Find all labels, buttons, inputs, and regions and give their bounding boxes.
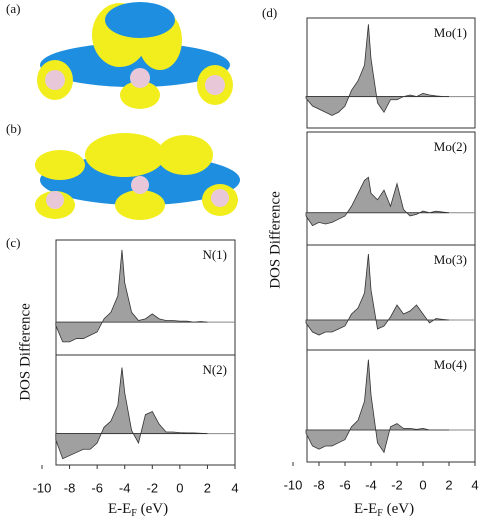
x-tick-label: 4	[231, 480, 238, 495]
x-tick-label: -8	[313, 477, 325, 492]
x-tick-label: 0	[419, 477, 426, 492]
charge-density-b	[35, 133, 240, 220]
dos-area	[56, 250, 208, 342]
y-axis-label: DOS Difference	[267, 191, 283, 289]
x-tick-label: -10	[33, 480, 52, 495]
x-tick-label: -10	[284, 477, 303, 492]
x-tick-label: 0	[176, 480, 183, 495]
x-tick-label: -2	[147, 480, 159, 495]
dos-area	[306, 254, 449, 335]
figure: (a) (b) (c) (d) DOS Difference DOS Diffe…	[0, 0, 487, 520]
panel-series-label: Mo(4)	[434, 357, 467, 372]
dos-area	[306, 177, 449, 225]
x-tick-label: -8	[64, 480, 76, 495]
y-axis-label: DOS Difference	[17, 303, 33, 401]
x-tick-label: -4	[365, 477, 377, 492]
x-axis-label: E-EF (eV)	[354, 501, 414, 519]
panel-label: (b)	[6, 121, 21, 136]
panel-label: (d)	[262, 5, 277, 20]
panel-label: (c)	[6, 235, 20, 250]
x-axis-label: E-EF (eV)	[108, 501, 168, 519]
x-tick-label: 2	[445, 477, 452, 492]
x-tick-label: -4	[119, 480, 131, 495]
x-tick-label: 2	[204, 480, 211, 495]
panel-series-label: Mo(2)	[434, 139, 467, 154]
panel-label: (a)	[6, 1, 20, 16]
x-tick-label: -2	[391, 477, 403, 492]
panel-series-label: Mo(3)	[434, 252, 467, 267]
x-tick-label: 4	[471, 477, 478, 492]
x-tick-label: -6	[339, 477, 351, 492]
panel-series-label: Mo(1)	[434, 25, 467, 40]
charge-density-a	[37, 2, 233, 109]
panel-series-label: N(2)	[202, 362, 227, 377]
dos-area	[56, 368, 208, 459]
dos-area	[306, 360, 449, 453]
x-tick-label: -6	[91, 480, 103, 495]
dos-area	[306, 24, 449, 115]
panel-series-label: N(1)	[202, 247, 227, 262]
